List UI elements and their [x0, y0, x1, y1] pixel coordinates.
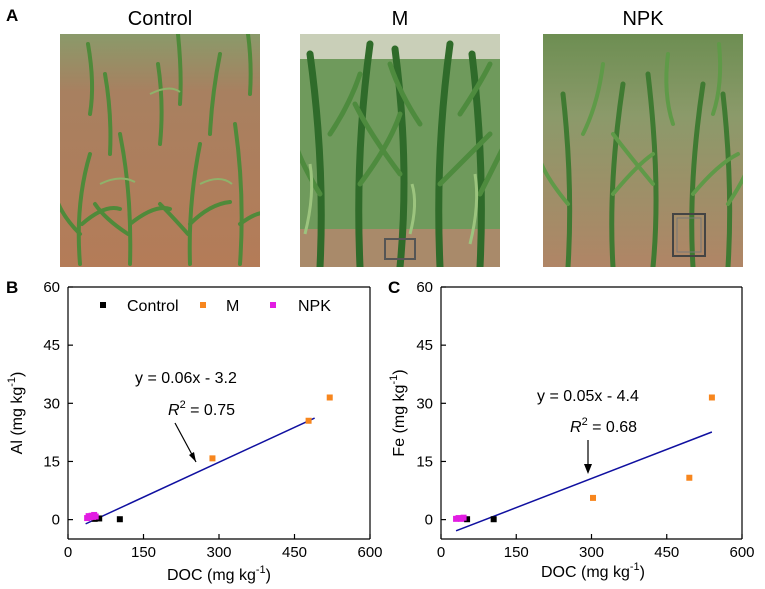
- chart-b-ylabel: Al (mg kg-1): [6, 372, 26, 455]
- chartB-xtick-label: 300: [206, 544, 231, 561]
- chartB-ytick-label: 0: [52, 512, 60, 529]
- photo-m: [300, 34, 500, 267]
- chartB-point-m: [305, 417, 312, 424]
- chartB-point-m: [326, 394, 333, 401]
- photo-control: [60, 34, 260, 267]
- photo-title-control: Control: [127, 8, 193, 30]
- chartB-ytick-label: 45: [43, 337, 60, 354]
- legend-label-m: M: [226, 298, 239, 315]
- legend-label-control: Control: [127, 298, 179, 315]
- chartB-ytick-label: 30: [43, 395, 60, 412]
- legend-label-npk: NPK: [298, 298, 331, 315]
- chartB-point-m: [209, 455, 216, 462]
- panel-label-c: C: [388, 278, 401, 297]
- legend-marker-control: [100, 302, 106, 308]
- chartB-point-control: [96, 515, 103, 522]
- chart-b-r2: R2 = 0.75: [168, 399, 235, 419]
- chartB-ytick-label: 60: [43, 279, 60, 296]
- legend-marker-npk: [270, 302, 276, 308]
- photo-title-m: M: [391, 8, 409, 30]
- chart-b-equation: y = 0.06x - 3.2: [135, 370, 237, 387]
- chart-b-arrowhead: [189, 452, 196, 462]
- chartB-fit-line: [85, 417, 315, 525]
- photo-title-npk: NPK: [622, 8, 664, 30]
- chartB-xtick-label: 150: [131, 544, 156, 561]
- chartB-ytick-label: 15: [43, 453, 60, 470]
- chartB-xtick-label: 600: [357, 544, 382, 561]
- panel-label-b: B: [6, 278, 19, 297]
- photo-npk: [543, 34, 743, 267]
- chartB-point-npk: [92, 513, 99, 520]
- chartB-xtick-label: 450: [282, 544, 307, 561]
- chartB-xtick-label: 0: [64, 544, 72, 561]
- panel-label-a: A: [6, 6, 19, 25]
- legend-marker-m: [200, 302, 206, 308]
- chartB-point-control: [116, 516, 123, 523]
- chart-b-xlabel: DOC (mg kg-1): [167, 564, 271, 584]
